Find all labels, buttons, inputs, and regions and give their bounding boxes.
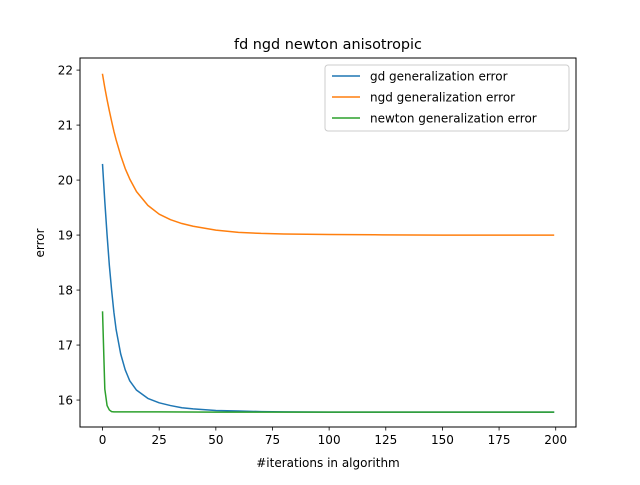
y-tick-label: 20 xyxy=(58,173,73,187)
x-tick-label: 125 xyxy=(374,433,397,447)
x-axis: 0 25 50 75 100 125 150 175 200 xyxy=(99,427,567,447)
y-tick-label: 22 xyxy=(58,63,73,77)
x-tick-label: 0 xyxy=(99,433,107,447)
legend: gd generalization error ngd generalizatio… xyxy=(324,64,570,132)
y-tick-label: 17 xyxy=(58,338,73,352)
chart-title: fd ngd newton anisotropic xyxy=(234,37,422,53)
y-tick-label: 19 xyxy=(58,228,73,242)
x-tick-label: 50 xyxy=(208,433,223,447)
y-tick-label: 18 xyxy=(58,283,73,297)
series-line-3 xyxy=(101,311,555,413)
legend-box xyxy=(324,64,570,132)
plot-lines xyxy=(101,73,555,413)
y-tick-label: 21 xyxy=(58,118,73,132)
x-tick-label: 200 xyxy=(544,433,567,447)
x-tick-label: 175 xyxy=(488,433,511,447)
x-tick-label: 100 xyxy=(318,433,341,447)
x-tick-label: 150 xyxy=(431,433,454,447)
y-tick-label: 16 xyxy=(58,393,73,407)
legend-label-3: newton generalization error xyxy=(370,111,537,125)
x-axis-label: #iterations in algorithm xyxy=(256,456,399,470)
x-tick-label: 25 xyxy=(152,433,167,447)
plot-frame xyxy=(79,57,577,428)
y-axis-label: error xyxy=(33,228,47,257)
x-tick-label: 75 xyxy=(265,433,280,447)
y-axis: 16 17 18 19 20 21 22 xyxy=(58,63,80,407)
legend-label-2: ngd generalization error xyxy=(370,90,515,104)
series-line-2 xyxy=(101,73,555,236)
legend-label-1: gd generalization error xyxy=(370,69,508,83)
